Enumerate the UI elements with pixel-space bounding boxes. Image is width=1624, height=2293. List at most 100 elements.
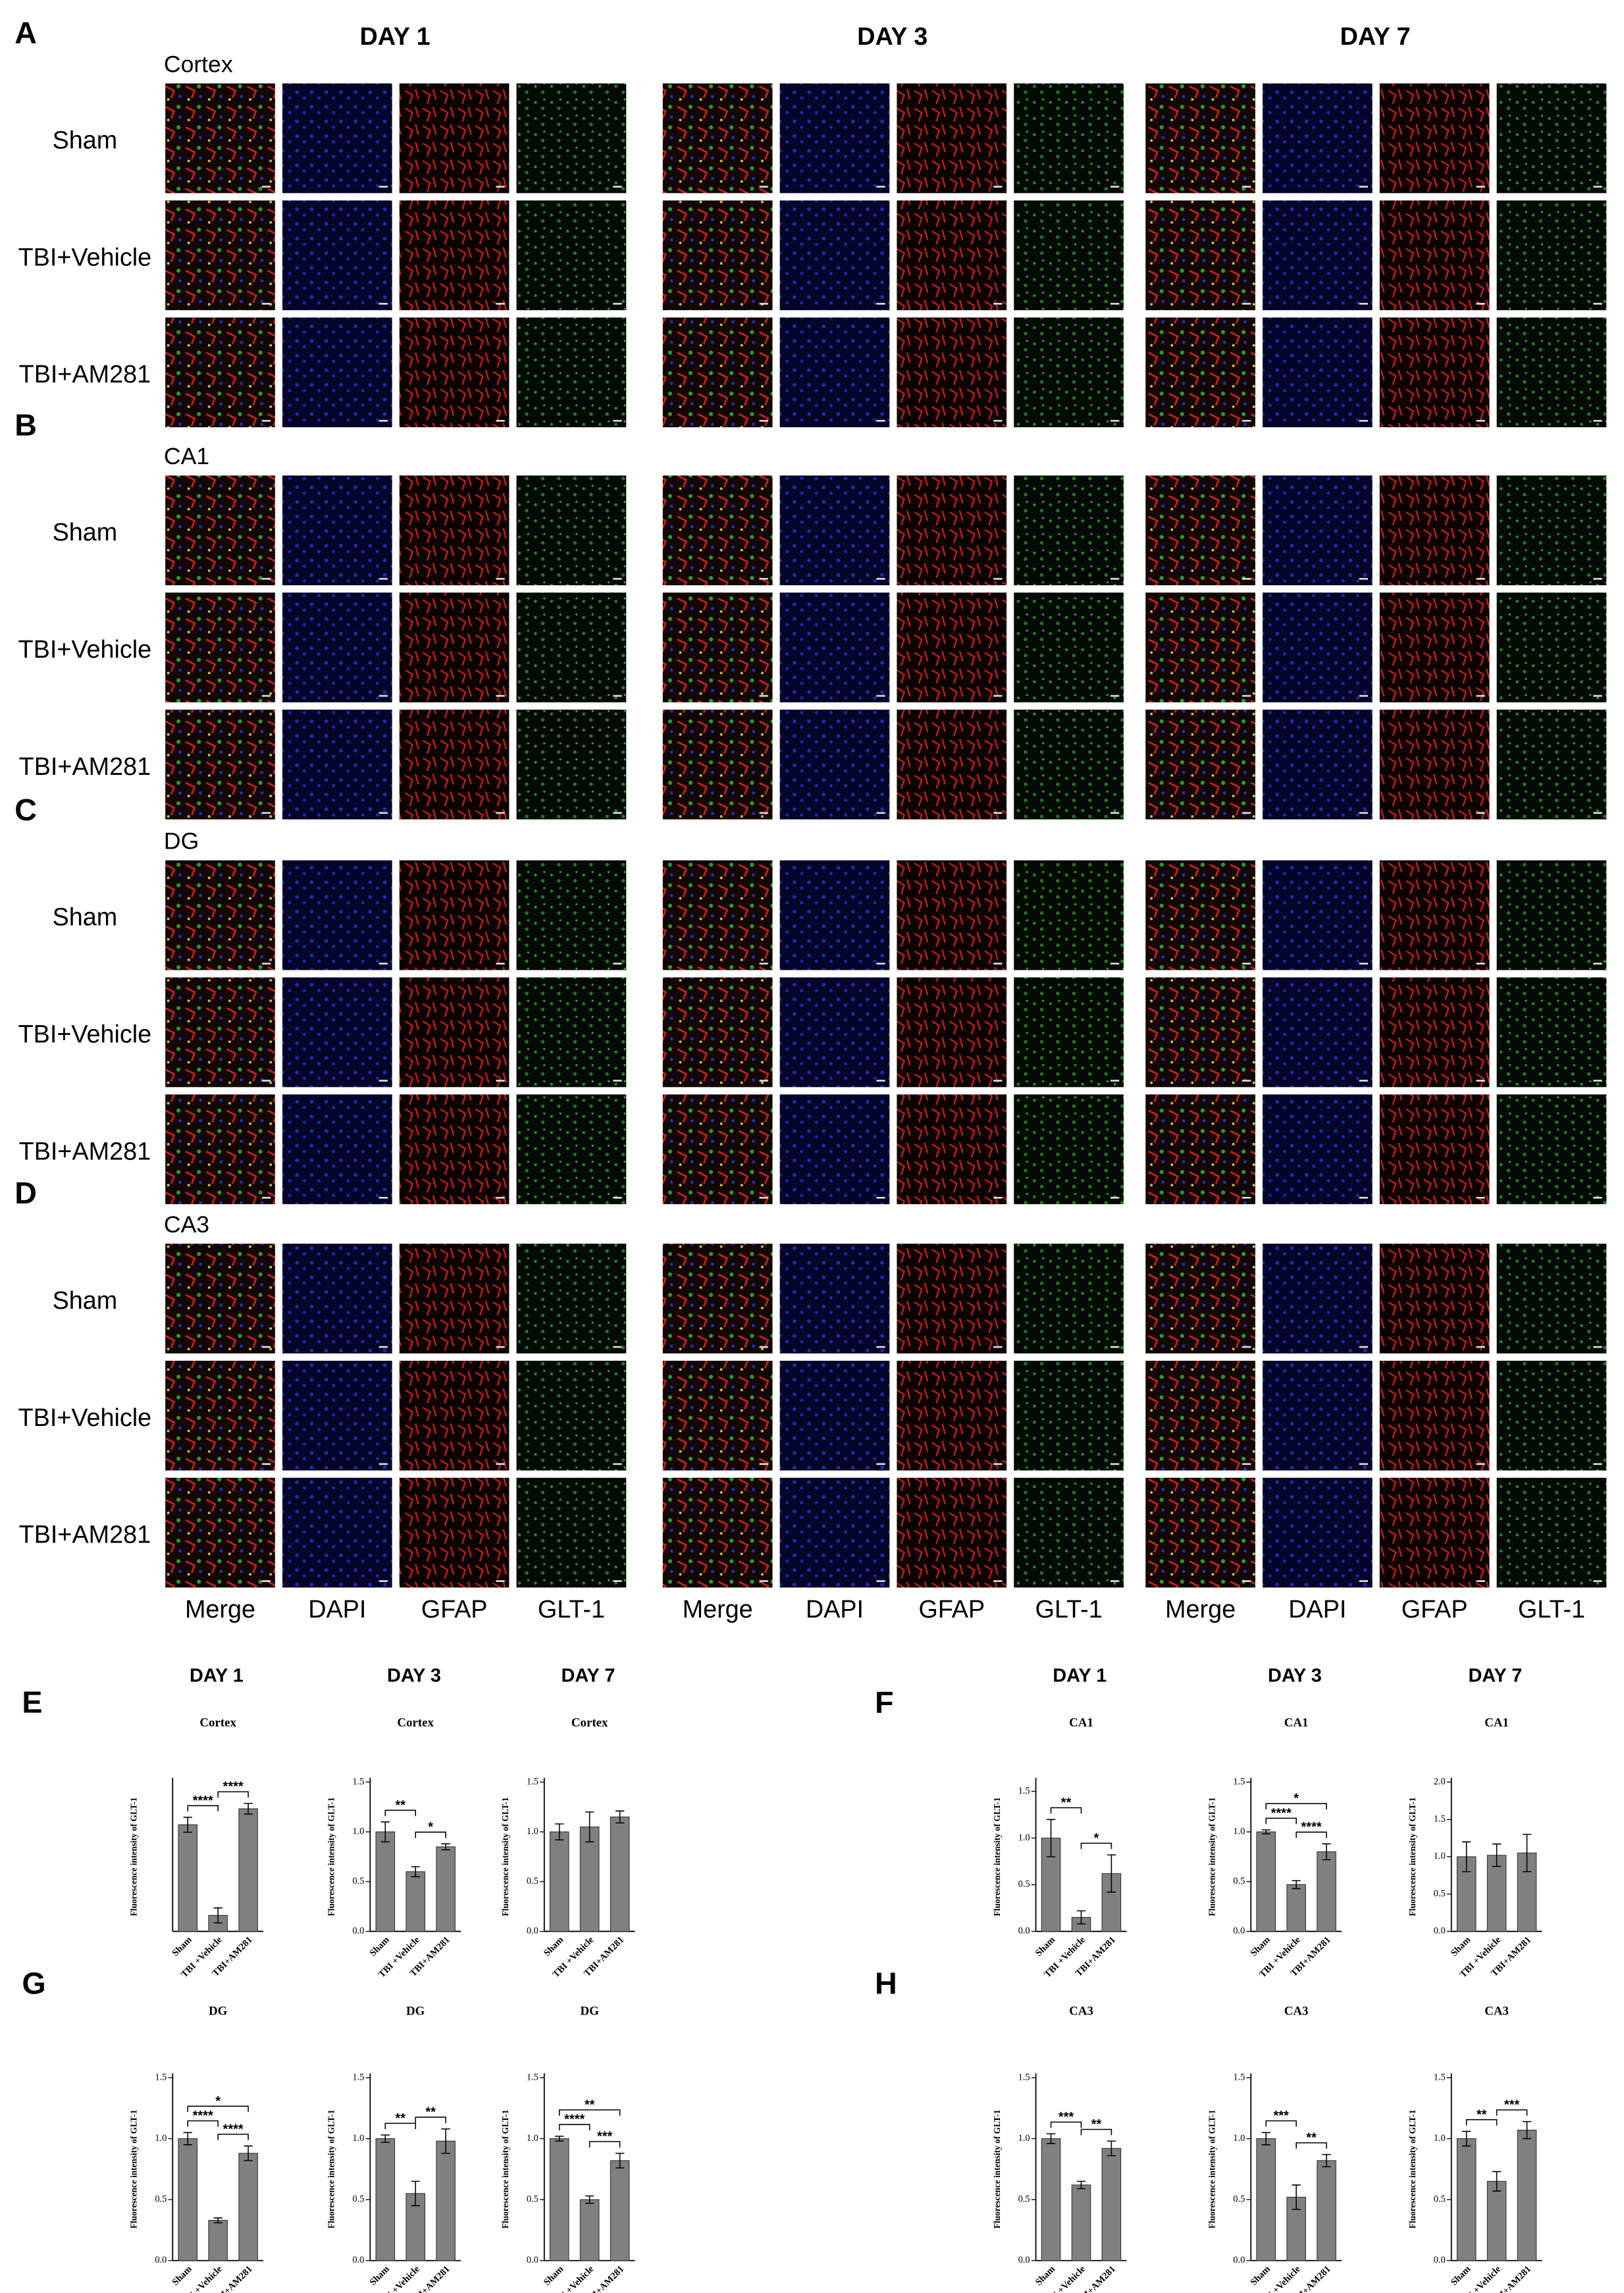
bar	[1101, 2148, 1122, 2261]
y-axis-label: Fluorescence intensity of GLT-1	[327, 1797, 336, 1916]
micrograph	[897, 1360, 1007, 1471]
chart-title: CA1	[1069, 1716, 1093, 1729]
y-tick-label: 0.0	[1434, 2255, 1446, 2265]
scale-bar	[1593, 303, 1602, 305]
channel-label: DAPI	[1288, 1596, 1346, 1623]
group-label: Sham	[53, 519, 118, 546]
significance-label: *	[215, 2094, 221, 2109]
day-header: DAY 7	[1468, 1666, 1522, 1687]
scale-bar	[1242, 812, 1251, 814]
y-tick-label: 1.5	[352, 2072, 364, 2082]
bar	[436, 2140, 456, 2261]
y-tick-label: 0.0	[352, 1926, 364, 1936]
scale-bar	[1476, 186, 1485, 188]
micrograph	[516, 475, 627, 586]
micrograph	[1145, 1094, 1255, 1205]
bar-chart: Cortex Fluorescence intensity of GLT-1 Sha…	[129, 1716, 264, 1980]
scale-bar	[379, 186, 388, 188]
micrograph	[662, 200, 773, 311]
channel-label: GFAP	[918, 1596, 985, 1623]
scale-bar	[876, 1197, 885, 1199]
significance-label: **	[1091, 2117, 1102, 2132]
micrograph	[1145, 317, 1255, 427]
micrograph	[897, 593, 1007, 702]
y-tick-label: 0.5	[527, 2194, 538, 2204]
channel-label: GLT-1	[1035, 1596, 1102, 1623]
significance-bracket	[1265, 2120, 1297, 2127]
micrograph	[516, 200, 627, 311]
day-header: DAY 3	[387, 1666, 441, 1687]
channel-label: DAPI	[806, 1596, 864, 1623]
y-tick-label: 0.5	[1233, 2194, 1245, 2204]
micrograph	[1496, 1477, 1607, 1588]
micrograph	[1379, 593, 1490, 702]
micrograph	[779, 1094, 890, 1205]
scale-bar	[261, 1197, 271, 1199]
micrograph	[282, 475, 392, 586]
significance-bracket	[1496, 2109, 1528, 2116]
scale-bar	[876, 1463, 885, 1465]
scale-bar	[379, 962, 388, 965]
micrograph	[399, 977, 510, 1088]
y-tick-label: 0.0	[527, 2255, 538, 2265]
micrograph	[1379, 1094, 1490, 1205]
significance-label: ****	[223, 1779, 244, 1794]
scale-bar	[496, 695, 505, 697]
micrograph	[1496, 977, 1607, 1088]
micrograph	[399, 1094, 510, 1205]
bar-chart: Cortex Fluorescence intensity of GLT-1 0.0…	[327, 1716, 461, 1980]
micrograph	[282, 860, 392, 970]
micrograph	[897, 1094, 1007, 1205]
micrograph	[1379, 317, 1490, 427]
scale-bar	[1359, 1580, 1369, 1582]
micrograph	[165, 1244, 275, 1354]
error-bar	[1292, 1880, 1301, 1889]
micrograph	[1263, 709, 1373, 820]
region-label: CA1	[164, 443, 209, 469]
micrograph	[1014, 317, 1124, 427]
group-label: Sham	[53, 1287, 118, 1315]
error-bar	[183, 1816, 192, 1833]
scale-bar	[379, 695, 388, 697]
scale-bar	[1110, 1197, 1120, 1199]
bar	[610, 2160, 630, 2261]
micrograph	[399, 1360, 510, 1471]
y-tick-label: 1.5	[1018, 1785, 1030, 1796]
scale-bar	[613, 303, 622, 305]
panel-letter: A	[14, 16, 37, 50]
micrograph	[165, 1360, 275, 1471]
bar-chart: CA3 Fluorescence intensity of GLT-1 0.0 0.5…	[1407, 2004, 1542, 2293]
bar	[1286, 1884, 1306, 1932]
scale-bar	[261, 186, 271, 188]
y-tick-label: 0.5	[527, 1876, 538, 1886]
y-tick-label: 1.0	[1434, 2133, 1446, 2144]
scale-bar	[759, 186, 768, 188]
micrograph	[897, 475, 1007, 586]
micrograph	[1379, 709, 1490, 820]
y-axis-label: Fluorescence intensity of GLT-1	[500, 2110, 510, 2229]
error-bar	[555, 1823, 564, 1841]
y-tick-label: 0.0	[155, 2255, 167, 2265]
micrograph	[399, 709, 510, 820]
error-bar	[615, 2153, 625, 2169]
scale-bar	[1242, 1580, 1251, 1582]
x-tick-label: Sham	[1449, 1935, 1473, 1959]
significance-bracket	[187, 2105, 249, 2113]
scale-bar	[1242, 577, 1251, 580]
micrograph	[1496, 83, 1607, 194]
micrograph	[1379, 1477, 1490, 1588]
error-bar	[555, 2136, 564, 2142]
scale-bar	[379, 577, 388, 580]
micrograph	[779, 593, 890, 702]
micrograph	[516, 860, 627, 970]
panel-letter: H	[875, 1966, 897, 2000]
y-axis-label: Fluorescence intensity of GLT-1	[992, 1797, 1002, 1916]
micrograph	[516, 1477, 627, 1588]
chart-title: CA1	[1484, 1716, 1509, 1729]
scale-bar	[379, 1580, 388, 1582]
scale-bar	[876, 1346, 885, 1348]
bar	[1456, 2138, 1477, 2261]
x-tick-label: Sham	[368, 1935, 392, 1959]
scale-bar	[1359, 1463, 1369, 1465]
